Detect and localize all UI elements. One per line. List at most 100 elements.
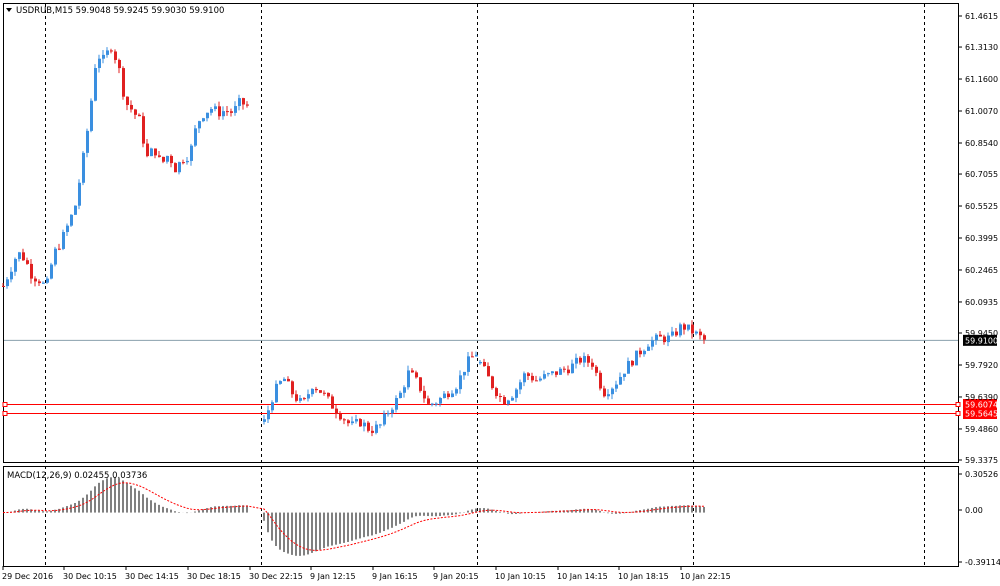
candle-body (383, 413, 386, 425)
candle-body (415, 372, 418, 378)
candle-body (499, 396, 502, 398)
candle-body (695, 331, 698, 334)
candle-body (603, 388, 606, 397)
candle-body (559, 368, 562, 375)
candle-body (375, 424, 378, 433)
candle-body (371, 430, 374, 433)
candle-body (659, 334, 662, 337)
candle-body (619, 376, 622, 385)
candle-body (154, 148, 157, 156)
price-panel[interactable] (3, 3, 959, 463)
candle-body (102, 54, 105, 59)
candle-body (407, 370, 410, 388)
candle-body (651, 340, 654, 347)
candle-body (463, 371, 466, 376)
candle-body (455, 389, 458, 394)
candle-body (671, 331, 674, 336)
candle-body (519, 382, 522, 390)
candle-body (523, 373, 526, 383)
time-axis-label: 10 Jan 22:15 (680, 572, 731, 581)
time-axis-label: 30 Dec 14:15 (125, 572, 179, 581)
period-separators (45, 4, 925, 566)
candle-body (34, 278, 37, 282)
candle-body (267, 410, 270, 420)
candle-body (439, 398, 442, 404)
candle-body (10, 271, 13, 280)
candle-body (391, 409, 394, 414)
candle-body (411, 370, 414, 373)
candle-body (515, 389, 518, 398)
candle-body (178, 162, 181, 173)
candle-body (355, 419, 358, 422)
price-axis-label: 59.7920 (965, 361, 998, 370)
candle-body (106, 50, 109, 55)
candle-body (295, 394, 298, 401)
candle-body (435, 403, 438, 405)
candle-body (635, 350, 638, 366)
candle-body (691, 324, 694, 334)
candle-body (591, 362, 594, 367)
candle-body (419, 377, 422, 391)
candle-body (451, 393, 454, 398)
macd-axis-label: 0.00 (965, 506, 983, 515)
candle-body (283, 378, 286, 382)
candle-body (615, 384, 618, 389)
candle-body (643, 350, 646, 355)
candle-body (303, 398, 306, 400)
candle-body (347, 420, 350, 424)
time-axis-label: 30 Dec 10:15 (63, 572, 117, 581)
time-axis-label: 9 Jan 12:15 (310, 572, 356, 581)
candle-body (42, 282, 45, 284)
candle-body (311, 388, 314, 395)
candle-body (675, 331, 678, 336)
candle-body (571, 363, 574, 374)
candle-body (351, 421, 354, 424)
candle-body (210, 108, 213, 113)
candle-body (315, 388, 318, 391)
candle-body (363, 422, 366, 427)
time-axis-label: 10 Jan 14:15 (557, 572, 608, 581)
candle-body (679, 324, 682, 336)
price-axis-label: 61.3130 (965, 43, 998, 52)
dropdown-triangle-icon[interactable] (6, 8, 12, 12)
candle-body (667, 335, 670, 343)
price-axis-label: 60.5525 (965, 202, 998, 211)
price-level-tag: 59.6074 (965, 401, 998, 410)
candle-body (299, 398, 302, 401)
candle-body (66, 225, 69, 233)
candle-body (174, 163, 177, 173)
candle-body (495, 388, 498, 397)
price-level-2[interactable]: 59.5645 (2, 408, 998, 419)
candle-body (2, 285, 5, 287)
candle-body (90, 100, 93, 131)
time-axis-label: 9 Jan 20:15 (433, 572, 479, 581)
candle-body (663, 336, 666, 343)
svg-text:59.9100: 59.9100 (965, 336, 998, 345)
candles (2, 47, 706, 437)
candle-body (583, 356, 586, 363)
price-level-1[interactable]: 59.6074 (2, 399, 998, 410)
candle-body (158, 155, 161, 157)
price-axis-label: 60.7055 (965, 170, 998, 179)
candle-body (395, 398, 398, 410)
time-axis-label: 30 Dec 18:15 (187, 572, 241, 581)
candle-body (230, 111, 233, 113)
candle-body (26, 260, 29, 264)
candle-body (279, 381, 282, 384)
candle-body (599, 372, 602, 389)
macd-panel[interactable] (3, 466, 959, 567)
candle-body (22, 252, 25, 261)
candle-body (146, 143, 149, 157)
candle-body (150, 148, 153, 157)
candle-body (58, 248, 61, 250)
candle-body (655, 334, 658, 341)
candle-body (122, 68, 125, 97)
price-axis-label: 59.3375 (965, 456, 998, 465)
candle-body (683, 324, 686, 330)
candle-body (242, 98, 245, 105)
candle-body (246, 104, 249, 106)
candle-body (399, 392, 402, 399)
candle-body (198, 121, 201, 129)
candle-body (527, 373, 530, 376)
